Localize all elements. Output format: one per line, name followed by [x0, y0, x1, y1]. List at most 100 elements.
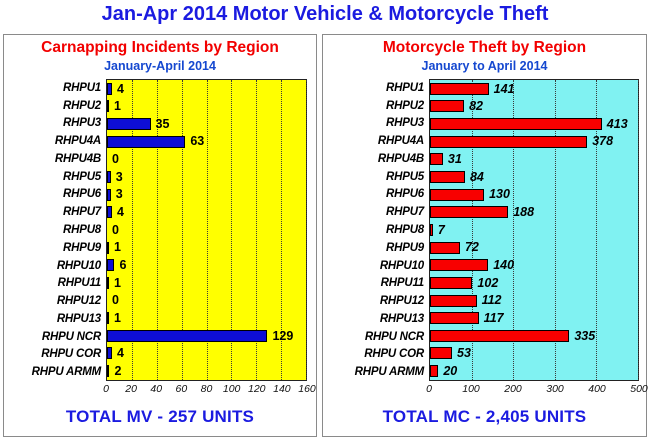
bar-row: 4 [107, 203, 306, 221]
category-label: RHPU5 [386, 170, 424, 183]
bar-row: 141 [430, 80, 638, 98]
bar-row: 413 [430, 115, 638, 133]
bar-row: 335 [430, 327, 638, 345]
bar-row: 0 [107, 221, 306, 239]
value-label: 129 [272, 328, 294, 343]
chart-title: Carnapping Incidents by Region [41, 39, 279, 56]
bar-row: 20 [430, 362, 638, 380]
bar [107, 100, 109, 113]
category-label: RHPU NCR [41, 330, 101, 343]
category-label: RHPU2 [386, 99, 424, 112]
bar-row: 63 [107, 133, 306, 151]
bar-row: 0 [107, 151, 306, 169]
bar-row: 82 [430, 98, 638, 116]
gridline [181, 80, 183, 380]
category-label: RHPU9 [386, 241, 424, 254]
category-axis: RHPU1 RHPU2 RHPU3 RHPU4A RHPU4B RHPU5 RHPU6 RHP… [4, 79, 106, 381]
gridline [231, 80, 233, 380]
total-mc-label: TOTAL MC - 2,405 UNITS [382, 407, 587, 426]
category-label: RHPU COR [41, 348, 101, 361]
category-axis: RHPU1 RHPU2 RHPU3 RHPU4A RHPU4B RHPU5 RHPU6 RHP… [323, 79, 429, 381]
category-label: RHPU1 [386, 81, 424, 94]
bar-row: 188 [430, 203, 638, 221]
value-label: 102 [477, 275, 499, 290]
gridline [596, 80, 598, 380]
category-label: RHPU4B [54, 152, 101, 165]
bar-row: 0 [107, 292, 306, 310]
bar [430, 276, 473, 289]
value-label: 1 [114, 99, 121, 114]
bar [430, 82, 489, 95]
value-label: 130 [489, 187, 510, 202]
value-label: 378 [592, 134, 614, 149]
value-label: 112 [481, 293, 502, 308]
category-label: RHPU3 [63, 117, 101, 130]
chart-title: Motorcycle Theft by Region [382, 39, 587, 56]
gridline [554, 80, 556, 380]
value-label: 20 [443, 363, 458, 378]
category-label: RHPU10 [379, 259, 424, 272]
bar-row: 84 [430, 168, 638, 186]
value-label: 188 [513, 205, 535, 220]
x-tick-label: 80 [200, 383, 213, 395]
bar [107, 329, 268, 342]
bar-row: 2 [107, 362, 306, 380]
value-label: 72 [464, 240, 479, 255]
bar [430, 118, 602, 131]
bar-row: 102 [430, 274, 638, 292]
bar-row: 3 [107, 186, 306, 204]
value-label: 1 [114, 240, 121, 255]
x-axis: 0 20 40 60 80 100 120 140 160 [103, 383, 316, 396]
category-label: RHPU5 [63, 170, 101, 183]
category-label: RHPU8 [63, 224, 101, 236]
x-tick-label: 120 [247, 383, 266, 395]
gridline [471, 80, 473, 380]
x-tick-label: 100 [462, 383, 480, 395]
bar-row: 1 [107, 309, 306, 327]
category-label: RHPU13 [379, 312, 424, 325]
category-label: RHPU1 [63, 81, 101, 94]
bar-row: 117 [430, 309, 638, 327]
value-label: 53 [457, 346, 471, 361]
category-label: RHPU9 [63, 241, 101, 254]
chart-subtitle: January-April 2014 [104, 59, 216, 73]
bar-row: 129 [107, 327, 306, 345]
category-label: RHPU4B [377, 152, 424, 165]
bar [430, 294, 477, 307]
value-label: 140 [493, 257, 515, 272]
bar-row: 140 [430, 256, 638, 274]
bar [430, 188, 485, 201]
bar [107, 118, 151, 131]
value-label: 1 [114, 310, 121, 325]
bar-row: 6 [107, 256, 306, 274]
carnapping-bar-chart: RHPU1 RHPU2 RHPU3 RHPU4A RHPU4B RHPU5 RHPU6 RHP… [4, 79, 316, 396]
bar [430, 171, 465, 184]
chart-subtitle: January to April 2014 [421, 59, 548, 73]
bar [107, 135, 186, 148]
category-label: RHPU4A [54, 135, 101, 148]
bar-row: 130 [430, 186, 638, 204]
bar [430, 365, 439, 378]
value-label: 84 [469, 169, 484, 184]
category-label: RHPU11 [57, 277, 102, 290]
bar-row: 3 [107, 168, 306, 186]
x-tick-label: 500 [630, 383, 648, 395]
x-tick-label: 0 [426, 383, 432, 395]
category-label: RHPU7 [63, 206, 101, 219]
gridline [256, 80, 258, 380]
value-label: 7 [437, 222, 445, 237]
carnapping-chart-panel: Carnapping Incidents by Region January-A… [3, 34, 317, 437]
category-label: RHPU3 [386, 117, 424, 130]
gridline [156, 80, 158, 380]
value-label: 2 [114, 363, 122, 378]
value-label: 6 [119, 257, 127, 272]
gridline [513, 80, 515, 380]
value-label: 0 [112, 293, 119, 308]
value-label: 82 [469, 99, 484, 114]
category-label: RHPU13 [56, 312, 101, 325]
bar-row: 7 [430, 221, 638, 239]
gridline [638, 80, 639, 380]
bar [430, 135, 588, 148]
category-label: RHPU11 [380, 277, 425, 290]
page-title: Jan-Apr 2014 Motor Vehicle & Motorcycle … [101, 3, 549, 25]
